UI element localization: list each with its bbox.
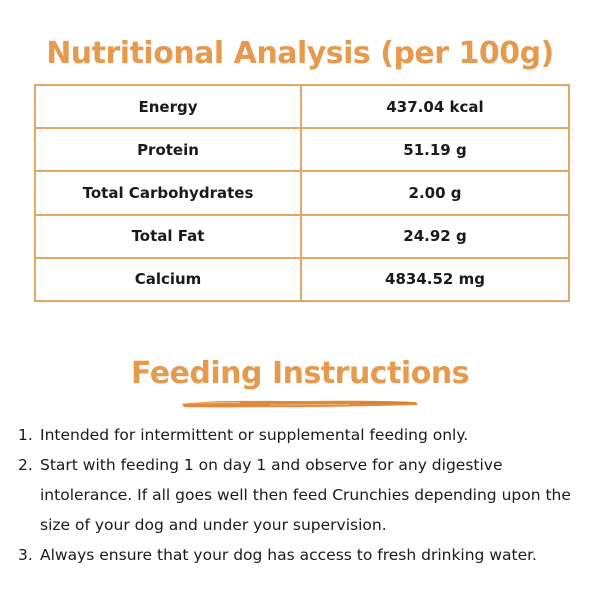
feeding-instructions-list: 1. Intended for intermittent or suppleme… — [18, 420, 586, 570]
table-row: Calcium 4834.52 mg — [34, 256, 570, 303]
table-row: Energy 437.04 kcal — [34, 83, 570, 130]
table-row: Total Fat 24.92 g — [34, 213, 570, 259]
value-cell: 2.00 g — [300, 170, 570, 216]
list-item-number: 3. — [18, 546, 33, 564]
table-row: Total Carbohydrates 2.00 g — [34, 170, 570, 216]
list-item-number: 2. — [18, 456, 33, 474]
list-item-text: Always ensure that your dog has access t… — [40, 546, 537, 564]
nutrient-cell: Total Carbohydrates — [34, 170, 302, 216]
list-item: 1. Intended for intermittent or suppleme… — [18, 420, 586, 450]
nutrient-cell: Energy — [34, 83, 302, 130]
list-item: 3. Always ensure that your dog has acces… — [18, 540, 586, 570]
feeding-title: Feeding Instructions — [130, 356, 470, 391]
nutrition-title: Nutritional Analysis (per 100g) — [46, 36, 554, 71]
list-item-text: Start with feeding 1 on day 1 and observ… — [40, 456, 571, 534]
value-cell: 4834.52 mg — [300, 256, 570, 303]
nutrient-cell: Calcium — [34, 256, 302, 303]
nutrient-cell: Total Fat — [34, 213, 302, 259]
value-cell: 437.04 kcal — [300, 83, 570, 130]
value-cell: 51.19 g — [300, 127, 570, 173]
list-item-number: 1. — [18, 426, 33, 444]
brush-stroke-divider — [182, 400, 418, 408]
list-item: 2. Start with feeding 1 on day 1 and obs… — [18, 450, 586, 540]
nutrition-table: Energy 437.04 kcal Protein 51.19 g Total… — [34, 83, 570, 303]
value-cell: 24.92 g — [300, 213, 570, 259]
list-item-text: Intended for intermittent or supplementa… — [40, 426, 469, 444]
nutrient-cell: Protein — [34, 127, 302, 173]
table-row: Protein 51.19 g — [34, 127, 570, 173]
